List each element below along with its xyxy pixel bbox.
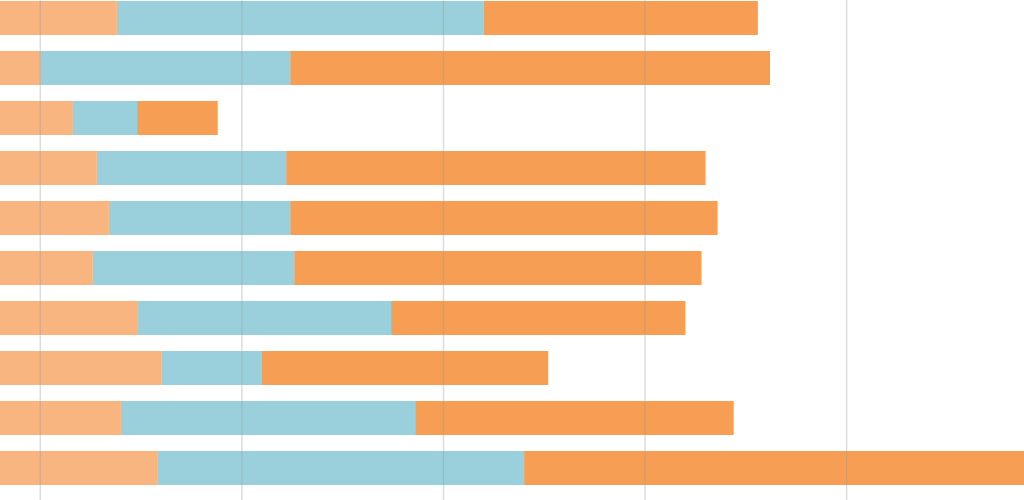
bar-segment-row9-series1 — [0, 401, 121, 435]
bar-segment-row5-series1 — [0, 201, 109, 235]
bar-segment-row3-series2 — [72, 101, 138, 135]
bar-segment-row5-series3 — [290, 201, 718, 235]
bar-segment-row2-series3 — [290, 51, 770, 85]
bar-segment-row6-series1 — [0, 251, 93, 285]
grid-layer — [39, 0, 848, 500]
bar-segment-row8-series2 — [161, 351, 263, 385]
bar-segment-row10-series2 — [157, 451, 525, 485]
bar-segment-row2-series2 — [40, 51, 291, 85]
bar-segment-row1-series2 — [116, 1, 484, 35]
bar-segment-row9-series3 — [415, 401, 734, 435]
bar-segment-row1-series1 — [0, 1, 117, 35]
bar-segment-row2-series1 — [0, 51, 41, 85]
bars-layer — [0, 1, 1024, 485]
bar-segment-row5-series2 — [108, 201, 291, 235]
bar-segment-row4-series2 — [96, 151, 287, 185]
bar-segment-row3-series3 — [137, 101, 218, 135]
bar-segment-row4-series1 — [0, 151, 97, 185]
bar-segment-row3-series1 — [0, 101, 73, 135]
bar-segment-row6-series3 — [294, 251, 702, 285]
bar-segment-row8-series3 — [262, 351, 549, 385]
bar-segment-row7-series3 — [391, 301, 686, 335]
bar-segment-row8-series1 — [0, 351, 162, 385]
bar-segment-row7-series1 — [0, 301, 138, 335]
bar-segment-row10-series1 — [0, 451, 158, 485]
bar-segment-row4-series3 — [286, 151, 706, 185]
bar-segment-row9-series2 — [120, 401, 416, 435]
bar-segment-row1-series3 — [483, 1, 758, 35]
bar-segment-row6-series2 — [92, 251, 295, 285]
bar-segment-row10-series3 — [524, 451, 1024, 485]
bar-segment-row7-series2 — [137, 301, 392, 335]
